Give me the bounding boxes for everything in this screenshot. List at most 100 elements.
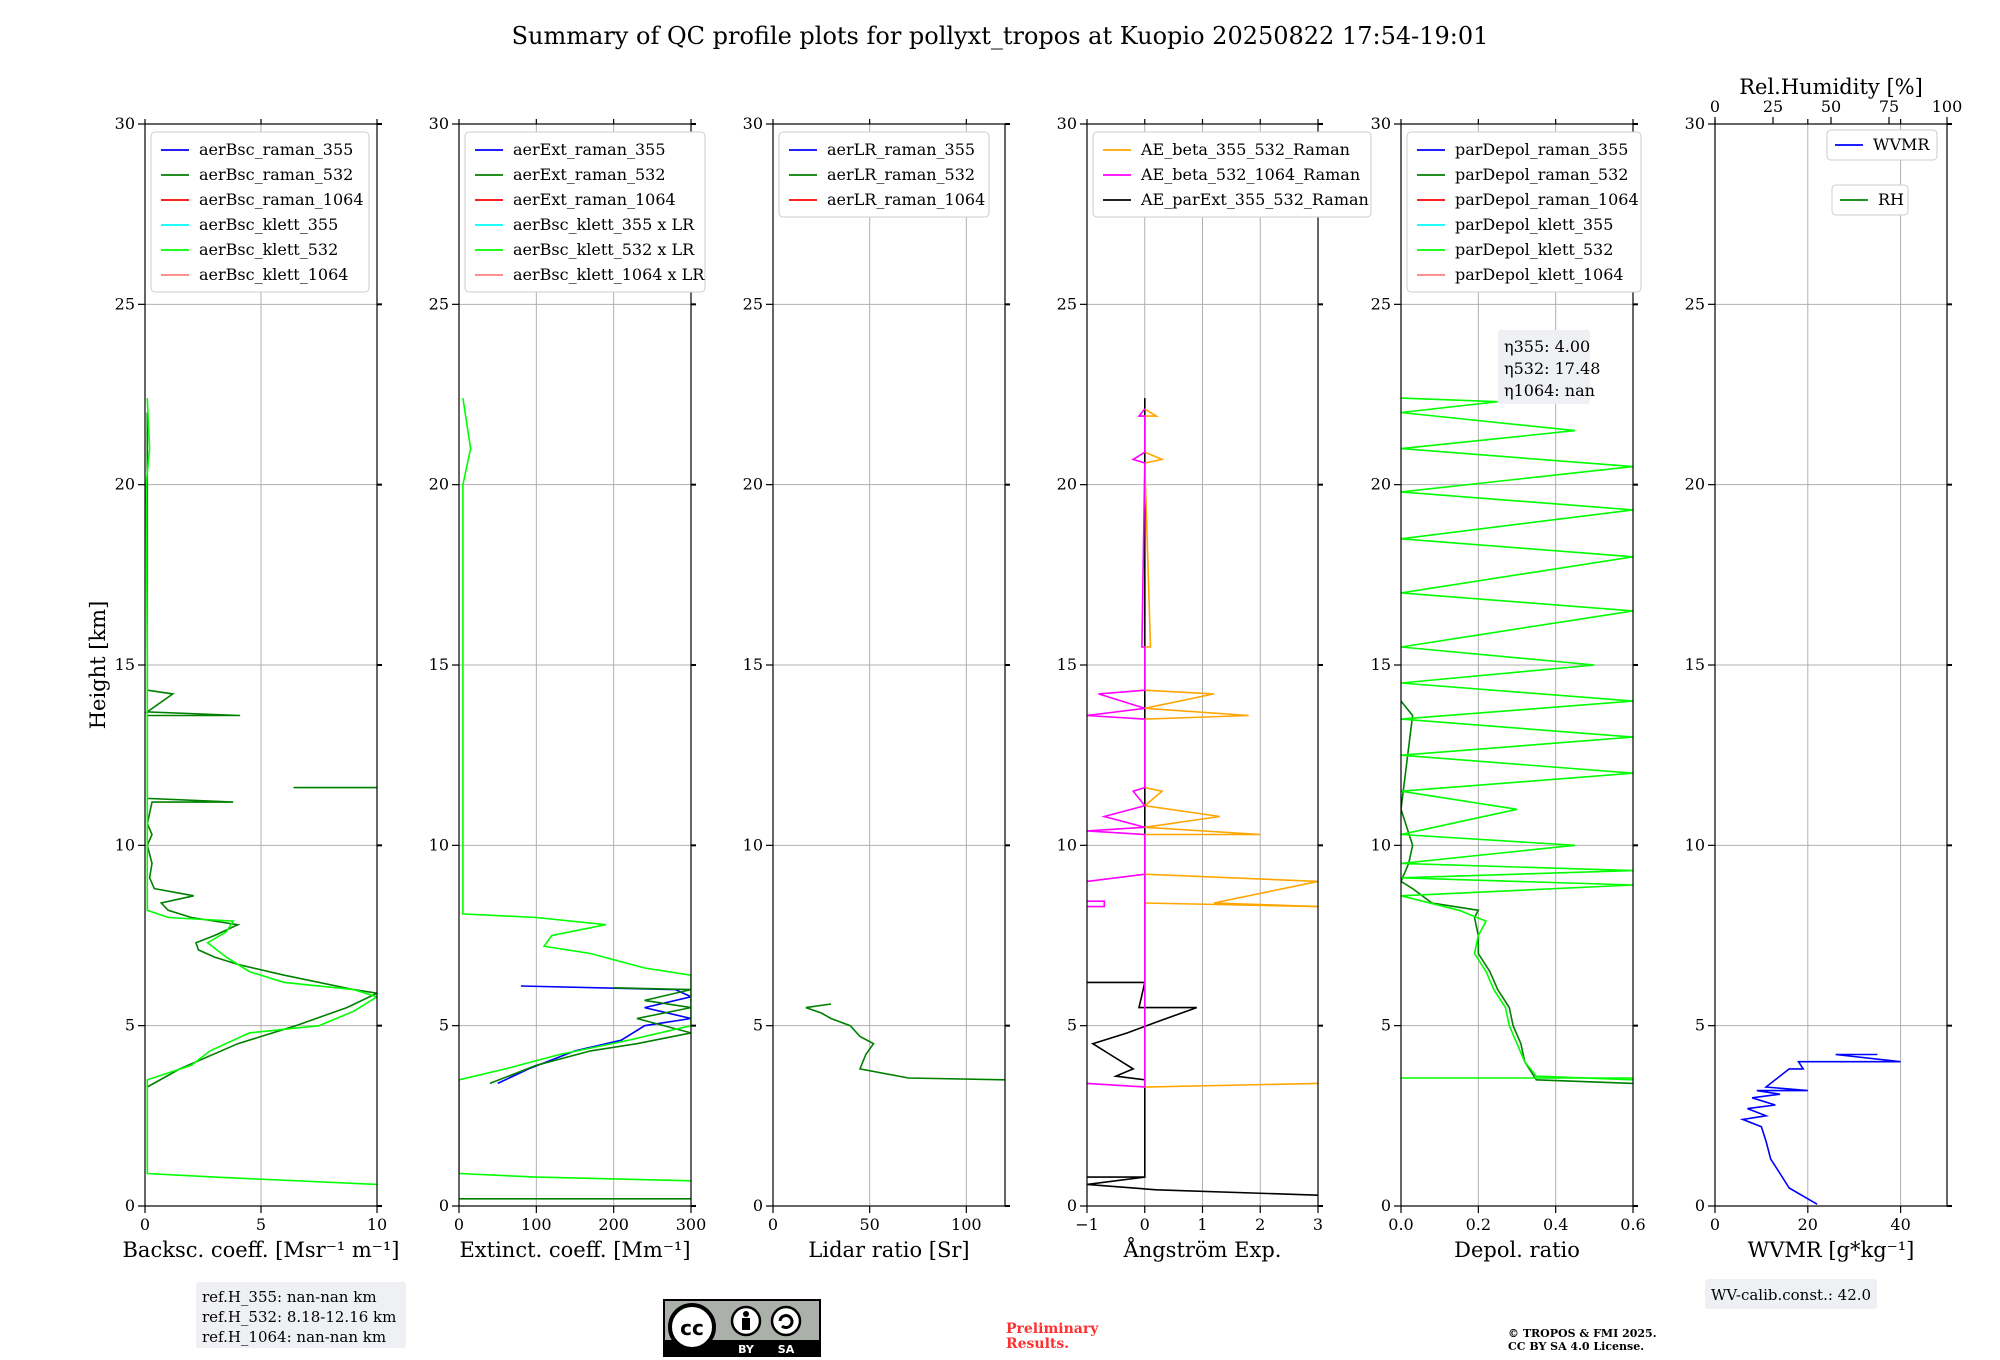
panel-3: 0 5 10 15 20 25 30 0 50 100 Lidar ratio [Sr] aerLR_… (743, 114, 1010, 1262)
y-tick-label: 30 (743, 114, 763, 133)
x-axis-label: WVMR [g*kg⁻¹] (1748, 1238, 1915, 1262)
x-tick-label: 100 (951, 1215, 982, 1234)
x-tick-label: 10 (367, 1215, 387, 1234)
legend-box (150, 131, 370, 293)
legend-label: parDepol_raman_532 (1455, 165, 1628, 184)
panel-1: 0 5 10 15 20 25 30 0 5 10 Backsc. coeff. [Msr⁻¹ m⁻… (86, 114, 399, 1262)
y-tick-label: 5 (1695, 1016, 1705, 1035)
svg-text:cc: cc (680, 1316, 704, 1340)
legend-label: parDepol_raman_1064 (1455, 190, 1639, 209)
legend-label: aerBsc_klett_355 x LR (513, 215, 695, 234)
legend-box (1092, 131, 1372, 218)
series-line (805, 1003, 1005, 1081)
x-axis-label: Ångström Exp. (1123, 1237, 1282, 1262)
ref-height-line: ref.H_532: 8.18-12.16 km (202, 1308, 396, 1326)
legend-box (464, 131, 706, 293)
top-x-tick-label: 100 (1932, 97, 1963, 116)
x-tick-label: −1 (1075, 1215, 1099, 1234)
legend-box (1406, 131, 1642, 293)
y-tick-label: 30 (1685, 114, 1705, 133)
y-tick-label: 10 (429, 835, 449, 854)
y-tick-label: 25 (1371, 294, 1391, 313)
y-tick-label: 5 (753, 1016, 763, 1035)
ref-height-line: ref.H_355: nan-nan km (202, 1288, 377, 1306)
top-x-tick-label: 75 (1879, 97, 1899, 116)
x-tick-label: 0.0 (1388, 1215, 1413, 1234)
wv-calib-text: WV-calib.const.: 42.0 (1711, 1286, 1871, 1304)
copyright-note: © TROPOS & FMI 2025. (1508, 1327, 1657, 1340)
ref-height-line: ref.H_1064: nan-nan km (202, 1328, 386, 1346)
y-tick-label: 20 (1685, 475, 1705, 494)
y-tick-label: 10 (1685, 835, 1705, 854)
ref-height-box (196, 1282, 406, 1348)
y-tick-label: 15 (429, 655, 449, 674)
x-tick-label: 5 (256, 1215, 266, 1234)
eta-annotation-box (1498, 330, 1590, 404)
series-line (1087, 900, 1106, 908)
wv-calib-box (1705, 1279, 1877, 1309)
legend-label: aerExt_raman_355 (513, 140, 666, 159)
y-tick-label: 25 (115, 294, 135, 313)
legend-label: aerExt_raman_1064 (513, 190, 676, 209)
y-tick-label: 5 (1067, 1016, 1077, 1035)
legend-label: parDepol_klett_355 (1455, 215, 1613, 234)
y-tick-label: 15 (1057, 655, 1077, 674)
legend-label: RH (1878, 190, 1904, 209)
preliminary-note: Results. (1006, 1336, 1069, 1352)
figure-title: Summary of QC profile plots for pollyxt_… (512, 22, 1489, 50)
x-tick-label: 0.4 (1543, 1215, 1568, 1234)
panel-5: 0 5 10 15 20 25 30 0.0 0.2 0.4 0.6 Depol. ratio parD… (1371, 114, 1646, 1262)
svg-text:BY: BY (738, 1343, 755, 1356)
y-tick-label: 25 (1685, 294, 1705, 313)
y-tick-label: 15 (1685, 655, 1705, 674)
series-line (145, 398, 377, 1186)
legend-label: aerBsc_raman_355 (199, 140, 353, 159)
legend-label: aerExt_raman_532 (513, 165, 666, 184)
cc-icon (668, 1303, 716, 1351)
sa-icon (770, 1305, 802, 1337)
x-axis-label: Lidar ratio [Sr] (808, 1238, 969, 1262)
eta-annotation-line: η355: 4.00 (1504, 337, 1590, 356)
eta-annotation-line: η532: 17.48 (1504, 359, 1600, 378)
y-tick-label: 20 (1371, 475, 1391, 494)
eta-annotation-line: η1064: nan (1504, 381, 1595, 400)
y-tick-label: 25 (429, 294, 449, 313)
y-tick-label: 25 (743, 294, 763, 313)
y-tick-label: 5 (1381, 1016, 1391, 1035)
y-tick-label: 0 (1695, 1196, 1705, 1215)
top-x-tick-label: 50 (1821, 97, 1841, 116)
copyright-note: CC BY SA 4.0 License. (1508, 1340, 1644, 1353)
x-tick-label: 3 (1313, 1215, 1323, 1234)
y-tick-label: 0 (753, 1196, 763, 1215)
y-tick-label: 15 (1371, 655, 1391, 674)
y-tick-label: 20 (429, 475, 449, 494)
y-tick-label: 10 (115, 835, 135, 854)
series-line (1401, 700, 1633, 1085)
y-tick-label: 20 (1057, 475, 1077, 494)
y-tick-label: 20 (743, 475, 763, 494)
series-line (489, 987, 691, 1085)
series-line (1142, 408, 1318, 1088)
y-tick-label: 30 (1371, 114, 1391, 133)
svg-text:SA: SA (778, 1343, 795, 1356)
legend-label: aerBsc_raman_532 (199, 165, 353, 184)
x-tick-label: 1 (1197, 1215, 1207, 1234)
panel-6: 0 5 10 15 20 25 30 0 20 40 WVMR [g*kg⁻¹] 0 25 50 75 100… (1685, 75, 1963, 1262)
preliminary-note: Preliminary (1006, 1321, 1099, 1337)
legend-box (778, 131, 990, 218)
series-line (459, 397, 691, 1182)
y-tick-label: 0 (439, 1196, 449, 1215)
legend-box (1831, 184, 1909, 216)
x-axis-label: Depol. ratio (1454, 1238, 1580, 1262)
x-tick-label: 100 (521, 1215, 552, 1234)
y-tick-label: 15 (743, 655, 763, 674)
y-tick-label: 5 (439, 1016, 449, 1035)
legend-label: aerBsc_klett_532 x LR (513, 240, 695, 259)
x-axis-label: Backsc. coeff. [Msr⁻¹ m⁻¹] (123, 1238, 400, 1262)
legend-box (1826, 129, 1938, 161)
legend-label: AE_beta_355_532_Raman (1140, 140, 1350, 159)
top-x-tick-label: 0 (1710, 97, 1720, 116)
